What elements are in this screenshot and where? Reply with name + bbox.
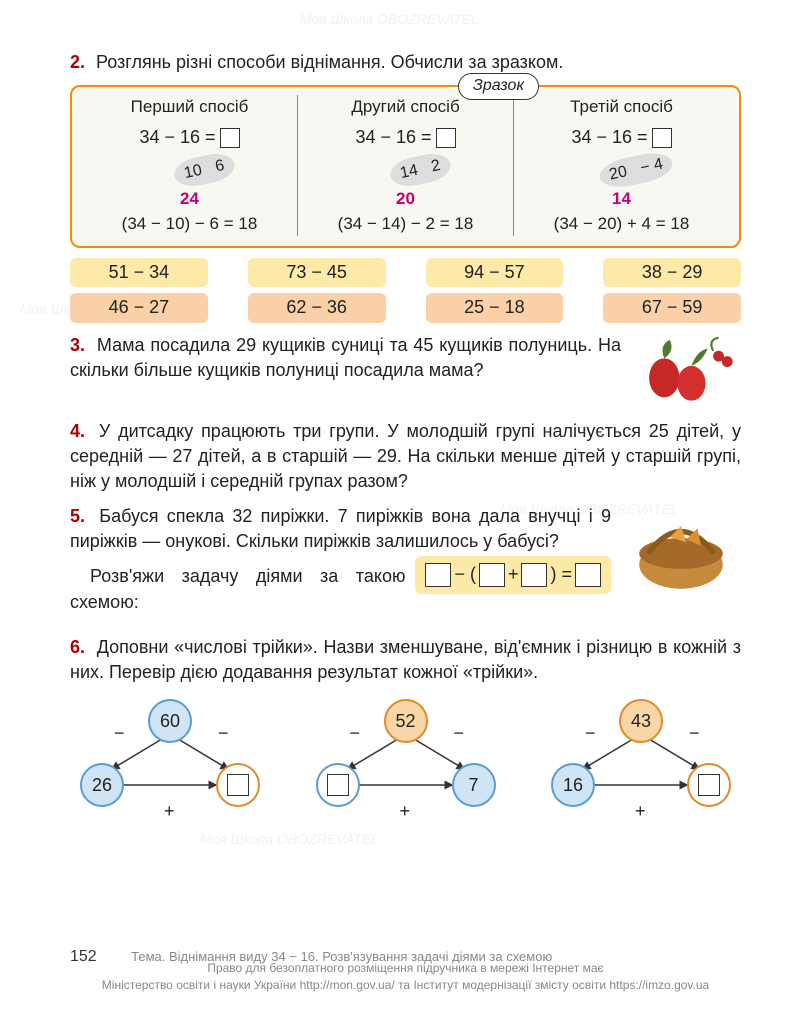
- triple-top: 52: [384, 699, 428, 743]
- triple-right-box: [216, 763, 260, 807]
- triple-top: 43: [619, 699, 663, 743]
- method-1-result: (34 − 10) − 6 = 18: [88, 212, 291, 236]
- decomp-b: 2: [429, 155, 442, 179]
- decomp-a: 14: [398, 160, 420, 186]
- practice-pill: 62 − 36: [248, 293, 386, 322]
- triple-2: 52 7 − − +: [306, 699, 506, 819]
- scheme-box: [575, 563, 601, 587]
- minus-label: −: [585, 721, 596, 746]
- method-3-title: Третій спосіб: [520, 95, 723, 119]
- decomp-b: − 4: [639, 154, 666, 181]
- watermark: Моя Школа OBOZREVATEL: [300, 10, 479, 30]
- basket-icon: [621, 504, 741, 592]
- task5-num: 5.: [70, 506, 85, 526]
- scheme-op: +: [508, 562, 519, 587]
- decomp-a: 10: [182, 160, 204, 186]
- practice-pill: 46 − 27: [70, 293, 208, 322]
- task5-text: Бабуся спекла 32 пиріжки. 7 пиріжків вон…: [70, 506, 611, 551]
- method-3-result: (34 − 20) + 4 = 18: [520, 212, 723, 236]
- task4-num: 4.: [70, 421, 85, 441]
- method-3-expr: 34 − 16 =: [571, 125, 647, 150]
- method-1-title: Перший спосіб: [88, 95, 291, 119]
- method-3-decomp: 20 − 4: [597, 149, 676, 192]
- plus-label: +: [400, 799, 411, 824]
- plus-label: +: [635, 799, 646, 824]
- practice-pill: 94 − 57: [426, 258, 564, 287]
- minus-label: −: [454, 721, 465, 746]
- triple-right-box: [687, 763, 731, 807]
- method-2: Другий спосіб 34 − 16 = 14 2 20 (34 − 14…: [298, 95, 514, 236]
- decomp-a: 20: [608, 161, 630, 187]
- triples-row: 60 26 − − + 52 7 − − + 43 16 − − +: [70, 699, 741, 819]
- task2-prompt: 2. Розглянь різні способи віднімання. Об…: [70, 50, 741, 75]
- triple-left-box: [316, 763, 360, 807]
- practice-pill: 51 − 34: [70, 258, 208, 287]
- task3-text: Мама посадила 29 кущиків суниці та 45 ку…: [70, 335, 621, 380]
- minus-label: −: [350, 721, 361, 746]
- scheme-box: [521, 563, 547, 587]
- method-2-expr: 34 − 16 =: [355, 125, 431, 150]
- scheme-op: ) =: [550, 562, 572, 587]
- method-2-result: (34 − 14) − 2 = 18: [304, 212, 507, 236]
- answer-box: [436, 128, 456, 148]
- practice-pill: 73 − 45: [248, 258, 386, 287]
- practice-pill: 25 − 18: [426, 293, 564, 322]
- task4-prompt: 4. У дитсадку працюють три групи. У моло…: [70, 419, 741, 495]
- task5-scheme: − ( + ) =: [415, 556, 611, 593]
- footer-line2: Міністерство освіти і науки України http…: [70, 977, 741, 994]
- method-2-hint: 20: [396, 187, 415, 211]
- decomp-b: 6: [213, 155, 226, 179]
- triple-1: 60 26 − − +: [70, 699, 270, 819]
- sample-label: Зразок: [458, 73, 539, 99]
- watermark: Моя Школа OBOZREVATEL: [200, 830, 379, 850]
- task6-text: Доповни «числові трійки». Назви зменшува…: [70, 637, 741, 682]
- task2-num: 2.: [70, 52, 85, 72]
- minus-label: −: [114, 721, 125, 746]
- method-1: Перший спосіб 34 − 16 = 10 6 24 (34 − 10…: [82, 95, 298, 236]
- method-1-hint: 24: [180, 187, 199, 211]
- scheme-box: [425, 563, 451, 587]
- scheme-op: − (: [454, 562, 476, 587]
- footer-line1: Право для безоплатного розміщення підруч…: [70, 960, 741, 977]
- footer: Право для безоплатного розміщення підруч…: [70, 960, 741, 994]
- method-3-hint: 14: [612, 187, 631, 211]
- method-3: Третій спосіб 34 − 16 = 20 − 4 14 (34 − …: [514, 95, 729, 236]
- method-2-decomp: 14 2: [388, 150, 453, 190]
- task2-text: Розглянь різні способи віднімання. Обчис…: [96, 52, 563, 72]
- method-1-expr: 34 − 16 =: [139, 125, 215, 150]
- task3-num: 3.: [70, 335, 85, 355]
- task6-prompt: 6. Доповни «числові трійки». Назви зменш…: [70, 635, 741, 685]
- practice-pill: 38 − 29: [603, 258, 741, 287]
- practice-row-orange: 46 − 27 62 − 36 25 − 18 67 − 59: [70, 293, 741, 322]
- answer-box: [652, 128, 672, 148]
- method-1-decomp: 10 6: [172, 150, 237, 190]
- practice-pill: 67 − 59: [603, 293, 741, 322]
- minus-label: −: [689, 721, 700, 746]
- triple-top: 60: [148, 699, 192, 743]
- strawberry-icon: [631, 329, 741, 405]
- answer-box: [220, 128, 240, 148]
- scheme-box: [479, 563, 505, 587]
- sample-box: Зразок Перший спосіб 34 − 16 = 10 6 24 (…: [70, 85, 741, 248]
- task4-text: У дитсадку працюють три групи. У молодші…: [70, 421, 741, 491]
- triple-3: 43 16 − − +: [541, 699, 741, 819]
- practice-row-yellow: 51 − 34 73 − 45 94 − 57 38 − 29: [70, 258, 741, 287]
- minus-label: −: [218, 721, 229, 746]
- task6-num: 6.: [70, 637, 85, 657]
- plus-label: +: [164, 799, 175, 824]
- triple-right: 7: [452, 763, 496, 807]
- triple-left: 26: [80, 763, 124, 807]
- triple-left: 16: [551, 763, 595, 807]
